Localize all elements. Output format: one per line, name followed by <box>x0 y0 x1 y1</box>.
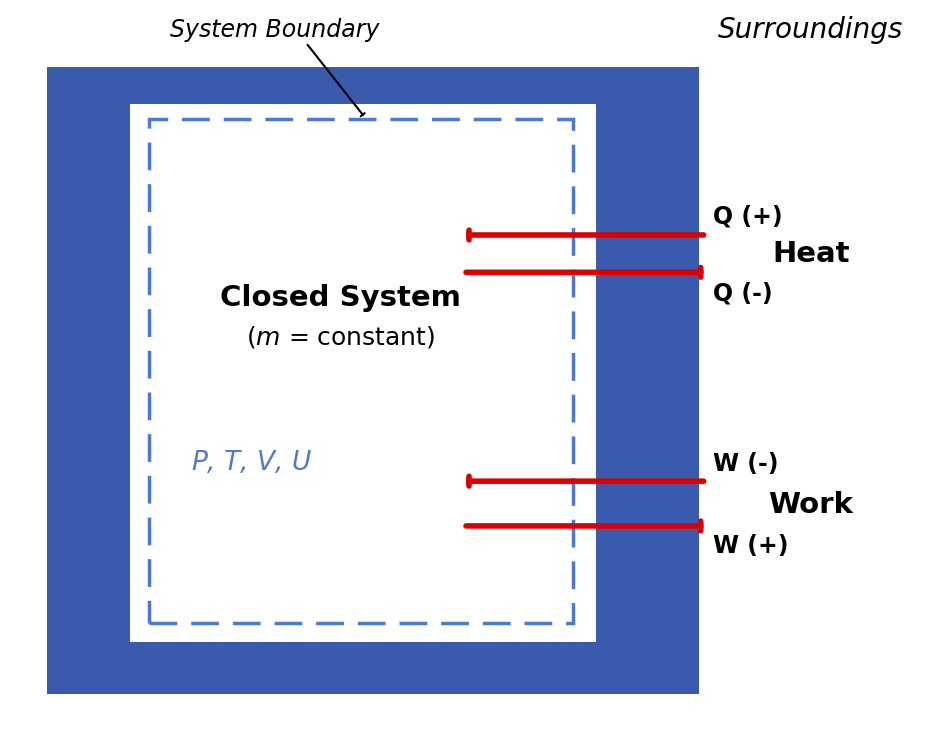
Text: W (+): W (+) <box>713 534 788 558</box>
Text: System Boundary: System Boundary <box>171 18 379 42</box>
Text: Work: Work <box>768 491 854 519</box>
Bar <box>47 67 699 694</box>
Bar <box>149 119 573 623</box>
Bar <box>130 104 596 642</box>
Text: Q (+): Q (+) <box>713 204 783 228</box>
Text: Surroundings: Surroundings <box>719 16 903 44</box>
Text: Q (-): Q (-) <box>713 281 773 305</box>
Text: Heat: Heat <box>772 239 850 268</box>
Text: W (-): W (-) <box>713 452 778 476</box>
Text: $P$, $T$, $V$, $U$: $P$, $T$, $V$, $U$ <box>191 449 312 476</box>
Text: Closed System: Closed System <box>220 284 460 313</box>
Text: ($m$ = constant): ($m$ = constant) <box>245 325 435 350</box>
